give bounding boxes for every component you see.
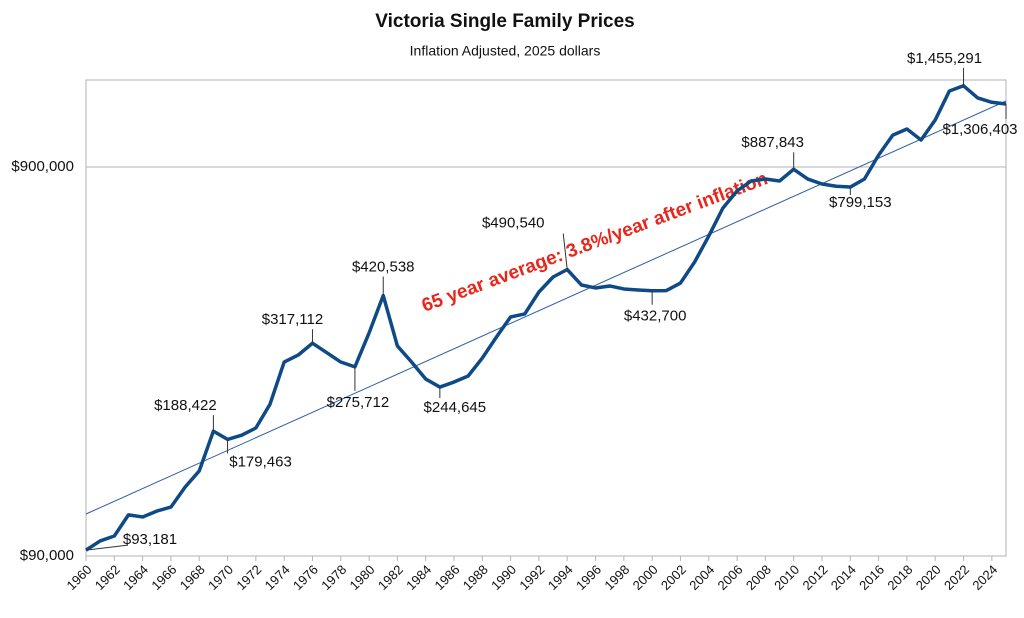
label-leader <box>562 233 568 270</box>
data-label: $179,463 <box>229 453 292 470</box>
data-label: $887,843 <box>741 134 804 151</box>
data-label: $188,422 <box>154 397 217 414</box>
data-label: $1,455,291 <box>907 50 982 67</box>
x-tick-label: 2018 <box>884 562 915 593</box>
x-tick-label: 1986 <box>431 562 462 593</box>
chart-subtitle: Inflation Adjusted, 2025 dollars <box>410 43 601 59</box>
chart-title: Victoria Single Family Prices <box>375 11 634 32</box>
x-tick-label: 1980 <box>347 562 378 593</box>
y-tick-label: $90,000 <box>20 547 74 564</box>
x-tick-label: 2020 <box>913 562 944 593</box>
x-tick-label: 1962 <box>92 562 123 593</box>
trend-line <box>85 100 1007 515</box>
data-label: $244,645 <box>424 399 487 416</box>
x-tick-label: 1998 <box>601 562 632 593</box>
data-label: $93,181 <box>123 531 177 548</box>
x-tick-label: 1996 <box>573 562 604 593</box>
data-label: $490,540 <box>482 214 545 231</box>
x-tick-label: 2024 <box>969 562 1000 593</box>
x-tick-label: 1966 <box>148 562 179 593</box>
x-tick-label: 1964 <box>120 562 151 593</box>
x-tick-label: 2004 <box>686 562 717 593</box>
x-tick-label: 2012 <box>799 562 830 593</box>
data-label: $1,306,403 <box>942 121 1017 138</box>
x-tick-label: 1976 <box>290 562 321 593</box>
x-tick-label: 1988 <box>460 562 491 593</box>
x-tick-label: 1984 <box>403 562 434 593</box>
x-tick-label: 2014 <box>828 562 859 593</box>
x-tick-label: 1972 <box>233 562 264 593</box>
x-tick-label: 1978 <box>318 562 349 593</box>
x-tick-label: 2008 <box>743 562 774 593</box>
x-tick-label: 1982 <box>375 562 406 593</box>
label-leader <box>85 544 129 551</box>
x-tick-label: 1990 <box>488 562 519 593</box>
x-tick-label: 1974 <box>262 562 293 593</box>
x-tick-label: 1960 <box>63 562 94 593</box>
x-tick-label: 2010 <box>771 562 802 593</box>
trend-annotation: 65 year average: 3.8%/year after inflati… <box>419 168 771 316</box>
plot-frame <box>85 79 1007 557</box>
x-tick-label: 2002 <box>658 562 689 593</box>
data-label: $420,538 <box>352 258 415 275</box>
x-tick-label: 2006 <box>715 562 746 593</box>
x-tick-label: 2022 <box>941 562 972 593</box>
x-tick-label: 2000 <box>630 562 661 593</box>
data-label: $799,153 <box>829 194 892 211</box>
data-label: $317,112 <box>262 311 323 328</box>
data-label: $432,700 <box>624 308 687 325</box>
x-tick-label: 1968 <box>177 562 208 593</box>
x-tick-label: 2016 <box>856 562 887 593</box>
x-tick-label: 1994 <box>545 562 576 593</box>
x-tick-label: 1970 <box>205 562 236 593</box>
x-tick-label: 1992 <box>516 562 547 593</box>
price-line <box>85 84 1007 552</box>
y-tick-label: $900,000 <box>11 158 74 175</box>
data-label: $275,712 <box>327 394 390 411</box>
